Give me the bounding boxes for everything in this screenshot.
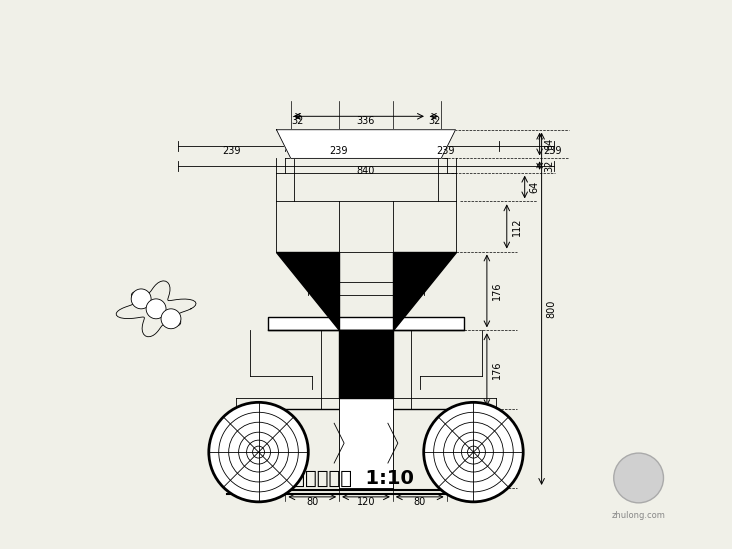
Text: 120: 120 (356, 497, 376, 507)
Circle shape (209, 402, 308, 502)
Circle shape (161, 309, 181, 329)
Text: 239: 239 (223, 146, 241, 156)
Text: zhulong.com: zhulong.com (612, 511, 665, 520)
Text: 239: 239 (543, 146, 561, 156)
Text: 64: 64 (545, 138, 555, 150)
Circle shape (131, 289, 151, 309)
Text: 239: 239 (329, 146, 348, 156)
Text: 80: 80 (258, 411, 269, 422)
Text: 176: 176 (492, 282, 502, 300)
Bar (339, 399, 393, 488)
Text: 80: 80 (414, 497, 426, 507)
Text: 五踩斗拱侧立面图  1:10: 五踩斗拱侧立面图 1:10 (258, 468, 414, 488)
Text: 176: 176 (492, 439, 502, 458)
Text: 336: 336 (356, 116, 376, 126)
Text: 239: 239 (436, 146, 455, 156)
Text: 64: 64 (530, 181, 539, 193)
Text: 840: 840 (356, 166, 376, 176)
Text: 80: 80 (472, 411, 485, 422)
Polygon shape (277, 251, 339, 330)
Text: 112: 112 (512, 217, 522, 236)
Text: 80: 80 (306, 497, 318, 507)
Circle shape (424, 402, 523, 502)
Polygon shape (277, 130, 455, 159)
Circle shape (146, 299, 166, 319)
Circle shape (613, 453, 663, 503)
Text: 32: 32 (292, 116, 304, 126)
Text: 32: 32 (545, 159, 555, 172)
Bar (267, 317, 465, 330)
Text: 800: 800 (547, 300, 556, 318)
Polygon shape (339, 330, 393, 399)
Polygon shape (393, 251, 455, 330)
Text: 32: 32 (428, 116, 440, 126)
Text: 176: 176 (492, 361, 502, 379)
